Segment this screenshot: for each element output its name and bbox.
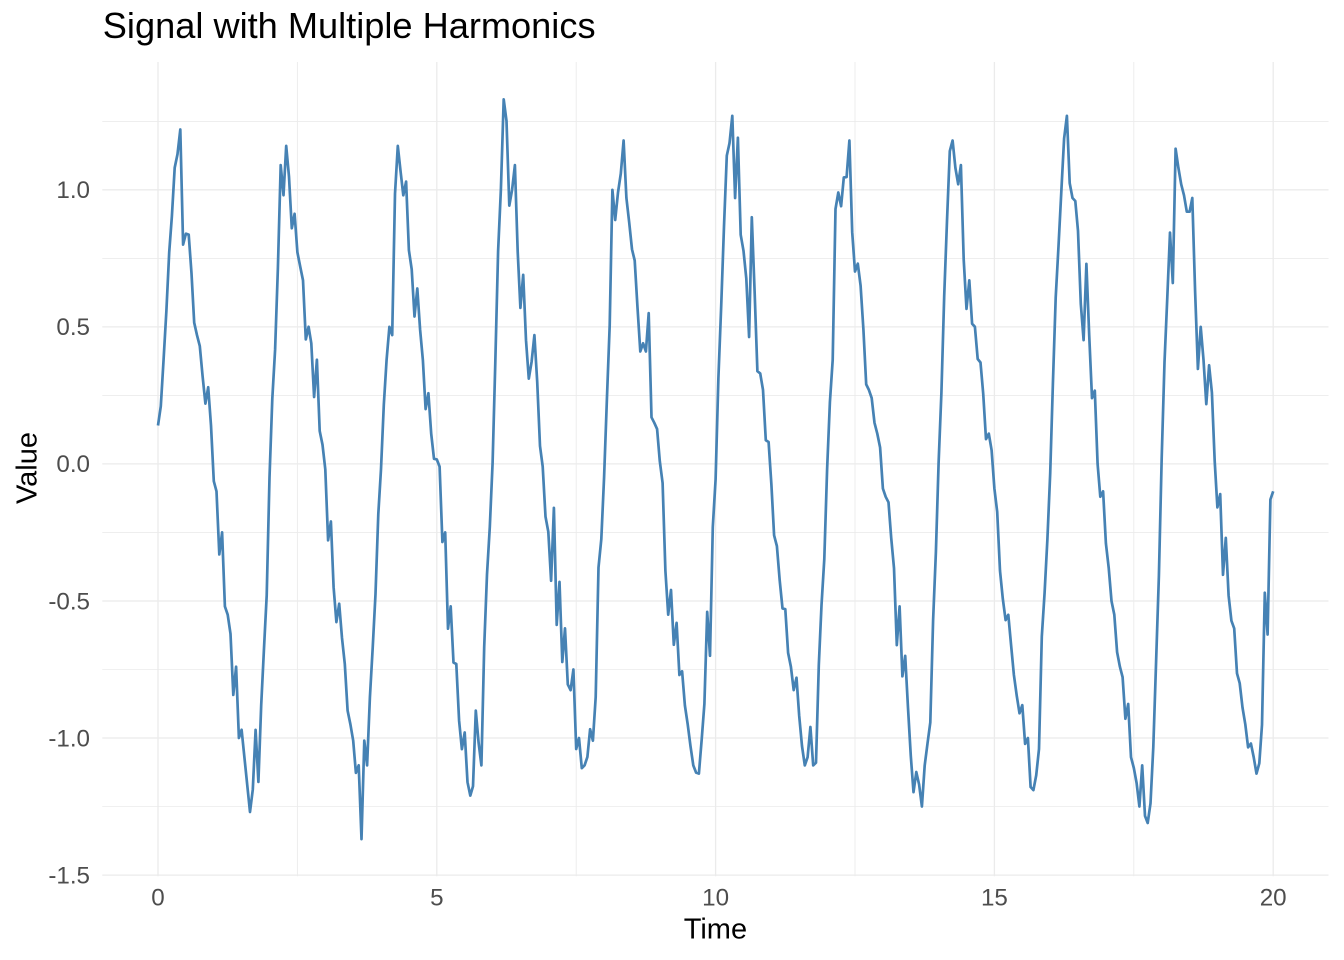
svg-text:Time: Time [684, 914, 747, 946]
svg-text:5: 5 [430, 885, 443, 912]
svg-text:-0.5: -0.5 [48, 588, 90, 615]
svg-text:Value: Value [11, 432, 43, 504]
svg-text:15: 15 [981, 885, 1008, 912]
svg-text:0.0: 0.0 [56, 451, 90, 478]
svg-text:-1.5: -1.5 [48, 862, 90, 889]
svg-text:0: 0 [151, 885, 164, 912]
svg-text:20: 20 [1260, 885, 1287, 912]
svg-text:10: 10 [702, 885, 729, 912]
svg-text:Signal with Multiple Harmonics: Signal with Multiple Harmonics [103, 5, 596, 46]
svg-text:-1.0: -1.0 [48, 725, 90, 752]
svg-text:1.0: 1.0 [56, 177, 90, 204]
svg-text:0.5: 0.5 [56, 314, 90, 341]
